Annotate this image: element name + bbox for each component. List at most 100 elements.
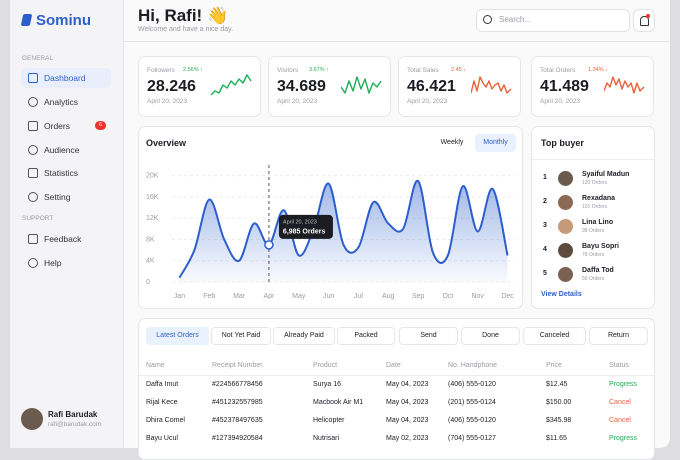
overview-tab[interactable]: Monthly: [475, 134, 516, 152]
order-tab[interactable]: Return: [589, 327, 648, 345]
nav-icon: [28, 192, 38, 202]
nav-icon: [28, 234, 38, 244]
stat-value: 41.489: [540, 78, 589, 95]
overview-title: Overview: [146, 138, 187, 148]
stat-change: 3.67% ↑: [309, 67, 329, 73]
buyer-orders: 78 Orders: [582, 252, 605, 258]
table-header: Date: [386, 362, 401, 369]
nav-item[interactable]: Dashboard: [44, 73, 86, 83]
nav-item[interactable]: Feedback: [44, 234, 82, 244]
stat-card: Total Sales 2.45 ↓ 46.421 April 20, 2023: [398, 56, 521, 117]
order-tab[interactable]: Latest Orders: [146, 327, 209, 345]
stat-value: 34.689: [277, 78, 326, 95]
buyer-orders: 56 Orders: [582, 276, 605, 282]
overview-card: [138, 126, 523, 309]
top-buyer-divider: [532, 159, 653, 160]
header-divider: [123, 41, 670, 42]
table-header: Receipt Number: [212, 362, 263, 369]
sparkline-path: [471, 76, 512, 94]
buyer-name: Lina Lino: [582, 219, 614, 226]
nav-badge: 6: [95, 121, 106, 130]
sparkline: [211, 74, 252, 96]
buyer-rank: 3: [543, 222, 547, 229]
nav-icon: [28, 168, 38, 178]
table-cell: Dhira Comel: [146, 417, 185, 424]
order-tab[interactable]: Not Yet Paid: [211, 327, 271, 345]
nav-item[interactable]: Audience: [44, 145, 80, 155]
search-box[interactable]: Search...: [476, 9, 630, 32]
stat-value: 28.246: [147, 78, 196, 95]
stat-date: April 20, 2023: [407, 98, 448, 105]
nav-icon: [28, 145, 38, 155]
nav-item[interactable]: Orders: [44, 121, 70, 131]
table-header: Product: [313, 362, 338, 369]
order-tab[interactable]: Already Paid: [273, 327, 335, 345]
stat-value: 46.421: [407, 78, 456, 95]
buyer-avatar: [558, 267, 573, 282]
table-cell: May 02, 2023: [386, 435, 429, 442]
table-cell: Rijal Kece: [146, 399, 178, 406]
notification-button[interactable]: [633, 9, 655, 32]
view-details[interactable]: View Details: [541, 291, 582, 298]
sparkline-path: [341, 76, 382, 94]
table-cell: (406) 555-0120: [448, 381, 496, 388]
stat-change: 1.34% ↓: [588, 67, 608, 73]
order-tab[interactable]: Send: [399, 327, 458, 345]
table-cell: May 04, 2023: [386, 381, 429, 388]
table-cell: $150.00: [546, 399, 572, 406]
stat-date: April 20, 2023: [147, 98, 188, 105]
brand: Sominu: [36, 12, 91, 29]
nav-item[interactable]: Statistics: [44, 168, 79, 178]
buyer-orders: 101 Orders: [582, 204, 608, 210]
table-cell: Progress: [609, 381, 638, 388]
order-tab[interactable]: Packed: [337, 327, 395, 345]
stat-date: April 20, 2023: [540, 98, 581, 105]
table-cell: $345.98: [546, 417, 572, 424]
stat-card: Visitors 3.67% ↑ 34.689 April 20, 2023: [268, 56, 391, 117]
order-tab[interactable]: Done: [461, 327, 520, 345]
stat-change: 2.56% ↑: [183, 67, 203, 73]
table-cell: #451232557985: [212, 399, 263, 406]
stat-label: Total Orders: [540, 67, 576, 74]
nav-icon: [28, 73, 38, 83]
order-tab[interactable]: Canceled: [523, 327, 586, 345]
buyer-rank: 5: [543, 270, 547, 277]
subtitle: Welcome and have a nice day.: [138, 26, 234, 33]
table-cell: Helicopter: [313, 417, 345, 424]
stat-date: April 20, 2023: [277, 98, 318, 105]
nav-item[interactable]: Setting: [44, 192, 71, 202]
nav-icon: [28, 97, 38, 107]
table-header: Name: [146, 362, 165, 369]
buyer-avatar: [558, 243, 573, 258]
buyer-avatar: [558, 195, 573, 210]
table-cell: (201) 555-0124: [448, 399, 496, 406]
nav-icon: [28, 258, 38, 268]
buyer-rank: 2: [543, 198, 547, 205]
table-cell: May 04, 2023: [386, 399, 429, 406]
table-cell: Macbook Air M1: [313, 399, 364, 406]
sparkline: [604, 76, 645, 94]
table-cell: $11.65: [546, 435, 567, 442]
search-icon: [483, 15, 492, 24]
nav-item[interactable]: Analytics: [44, 97, 79, 107]
table-cell: Cancel: [609, 399, 631, 406]
table-divider: [139, 375, 653, 376]
bell-icon: [640, 16, 649, 26]
notification-dot: [646, 14, 650, 18]
table-header: No. Handphone: [448, 362, 498, 369]
stat-label: Visitors: [277, 67, 299, 74]
nav-icon: [28, 121, 38, 131]
buyer-orders: 120 Orders: [582, 180, 608, 186]
overview-tab[interactable]: Weekly: [432, 134, 472, 152]
table-cell: Bayu Ucul: [146, 435, 178, 442]
table-cell: Nutrisari: [313, 435, 340, 442]
table-header: Status: [609, 362, 629, 369]
buyer-name: Daffa Tod: [582, 267, 614, 274]
buyer-orders: 98 Orders: [582, 228, 605, 234]
nav-item[interactable]: Help: [44, 258, 62, 268]
search-placeholder: Search...: [499, 15, 532, 24]
table-cell: #452378497635: [212, 417, 263, 424]
stat-change: 2.45 ↓: [451, 67, 466, 73]
buyer-rank: 1: [543, 174, 547, 181]
